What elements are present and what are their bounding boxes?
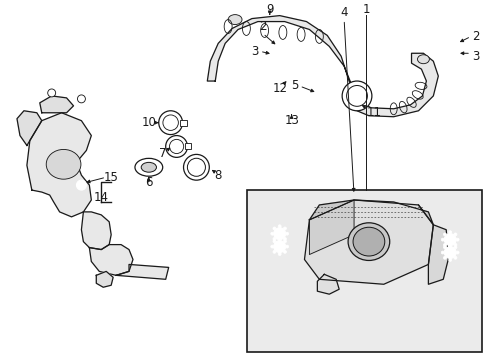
Text: 2: 2 — [471, 30, 479, 43]
Circle shape — [272, 227, 275, 230]
Ellipse shape — [135, 158, 163, 176]
Circle shape — [165, 136, 187, 157]
Ellipse shape — [417, 55, 428, 64]
Polygon shape — [427, 225, 447, 284]
Circle shape — [79, 183, 84, 188]
Circle shape — [453, 256, 456, 259]
Polygon shape — [207, 15, 437, 117]
Bar — [184, 144, 191, 149]
Text: 1: 1 — [362, 3, 369, 16]
Circle shape — [286, 102, 296, 112]
Bar — [246, 190, 481, 352]
Circle shape — [453, 233, 456, 236]
Circle shape — [272, 250, 275, 253]
Circle shape — [455, 251, 458, 254]
Circle shape — [284, 71, 294, 81]
Circle shape — [163, 115, 178, 130]
Circle shape — [283, 227, 286, 230]
Circle shape — [273, 228, 285, 240]
Circle shape — [334, 12, 343, 19]
Circle shape — [443, 234, 455, 246]
Circle shape — [283, 250, 286, 253]
Text: 6: 6 — [145, 176, 152, 189]
Circle shape — [448, 244, 451, 247]
Circle shape — [278, 252, 281, 256]
Circle shape — [448, 246, 451, 248]
Circle shape — [443, 247, 455, 258]
Text: 3: 3 — [251, 45, 258, 58]
Circle shape — [270, 232, 273, 235]
Circle shape — [76, 180, 86, 190]
Polygon shape — [309, 200, 432, 225]
Circle shape — [443, 246, 446, 249]
Circle shape — [443, 233, 446, 236]
Circle shape — [440, 238, 443, 241]
Text: 5: 5 — [290, 80, 298, 93]
Bar — [179, 120, 186, 126]
Text: 7: 7 — [159, 147, 166, 160]
Circle shape — [285, 245, 288, 248]
Ellipse shape — [228, 15, 242, 24]
Circle shape — [159, 111, 182, 135]
Ellipse shape — [183, 154, 209, 180]
Circle shape — [446, 237, 452, 243]
Circle shape — [278, 225, 281, 228]
Circle shape — [169, 139, 183, 154]
Text: 11: 11 — [366, 106, 381, 119]
Circle shape — [272, 240, 275, 243]
Text: 8: 8 — [214, 169, 222, 182]
Circle shape — [278, 240, 281, 243]
Text: 3: 3 — [471, 50, 479, 63]
Circle shape — [448, 258, 451, 261]
Polygon shape — [317, 274, 339, 294]
Circle shape — [276, 243, 283, 250]
Text: 9: 9 — [265, 3, 273, 16]
Polygon shape — [17, 111, 41, 145]
Polygon shape — [304, 200, 432, 284]
Circle shape — [286, 73, 291, 78]
Circle shape — [77, 95, 85, 103]
Circle shape — [285, 232, 288, 235]
Ellipse shape — [342, 81, 371, 111]
Ellipse shape — [187, 158, 205, 176]
Circle shape — [276, 230, 283, 237]
Circle shape — [48, 89, 56, 97]
Circle shape — [278, 238, 281, 240]
Circle shape — [455, 238, 458, 241]
Text: 10: 10 — [141, 116, 156, 129]
Circle shape — [272, 238, 275, 240]
Ellipse shape — [346, 85, 366, 106]
Text: 13: 13 — [285, 114, 300, 127]
Text: 12: 12 — [272, 82, 286, 95]
Circle shape — [288, 104, 293, 109]
Polygon shape — [40, 96, 73, 113]
Polygon shape — [309, 200, 353, 255]
Circle shape — [453, 246, 456, 249]
Polygon shape — [27, 113, 91, 217]
Ellipse shape — [347, 223, 389, 261]
Text: 2: 2 — [259, 20, 266, 33]
Text: 14: 14 — [94, 190, 108, 203]
Circle shape — [273, 240, 285, 252]
Circle shape — [443, 256, 446, 259]
Text: 15: 15 — [103, 171, 119, 184]
Polygon shape — [81, 212, 111, 249]
Polygon shape — [96, 271, 113, 287]
Circle shape — [453, 243, 456, 246]
Ellipse shape — [352, 227, 384, 256]
Circle shape — [270, 245, 273, 248]
Polygon shape — [116, 265, 168, 279]
Ellipse shape — [141, 162, 156, 172]
Polygon shape — [89, 244, 133, 275]
Circle shape — [443, 243, 446, 246]
Circle shape — [283, 240, 286, 243]
Circle shape — [283, 238, 286, 240]
Circle shape — [440, 251, 443, 254]
Circle shape — [448, 231, 451, 234]
Circle shape — [337, 14, 341, 18]
Ellipse shape — [46, 149, 81, 179]
Circle shape — [446, 249, 452, 256]
Text: 4: 4 — [340, 6, 347, 19]
